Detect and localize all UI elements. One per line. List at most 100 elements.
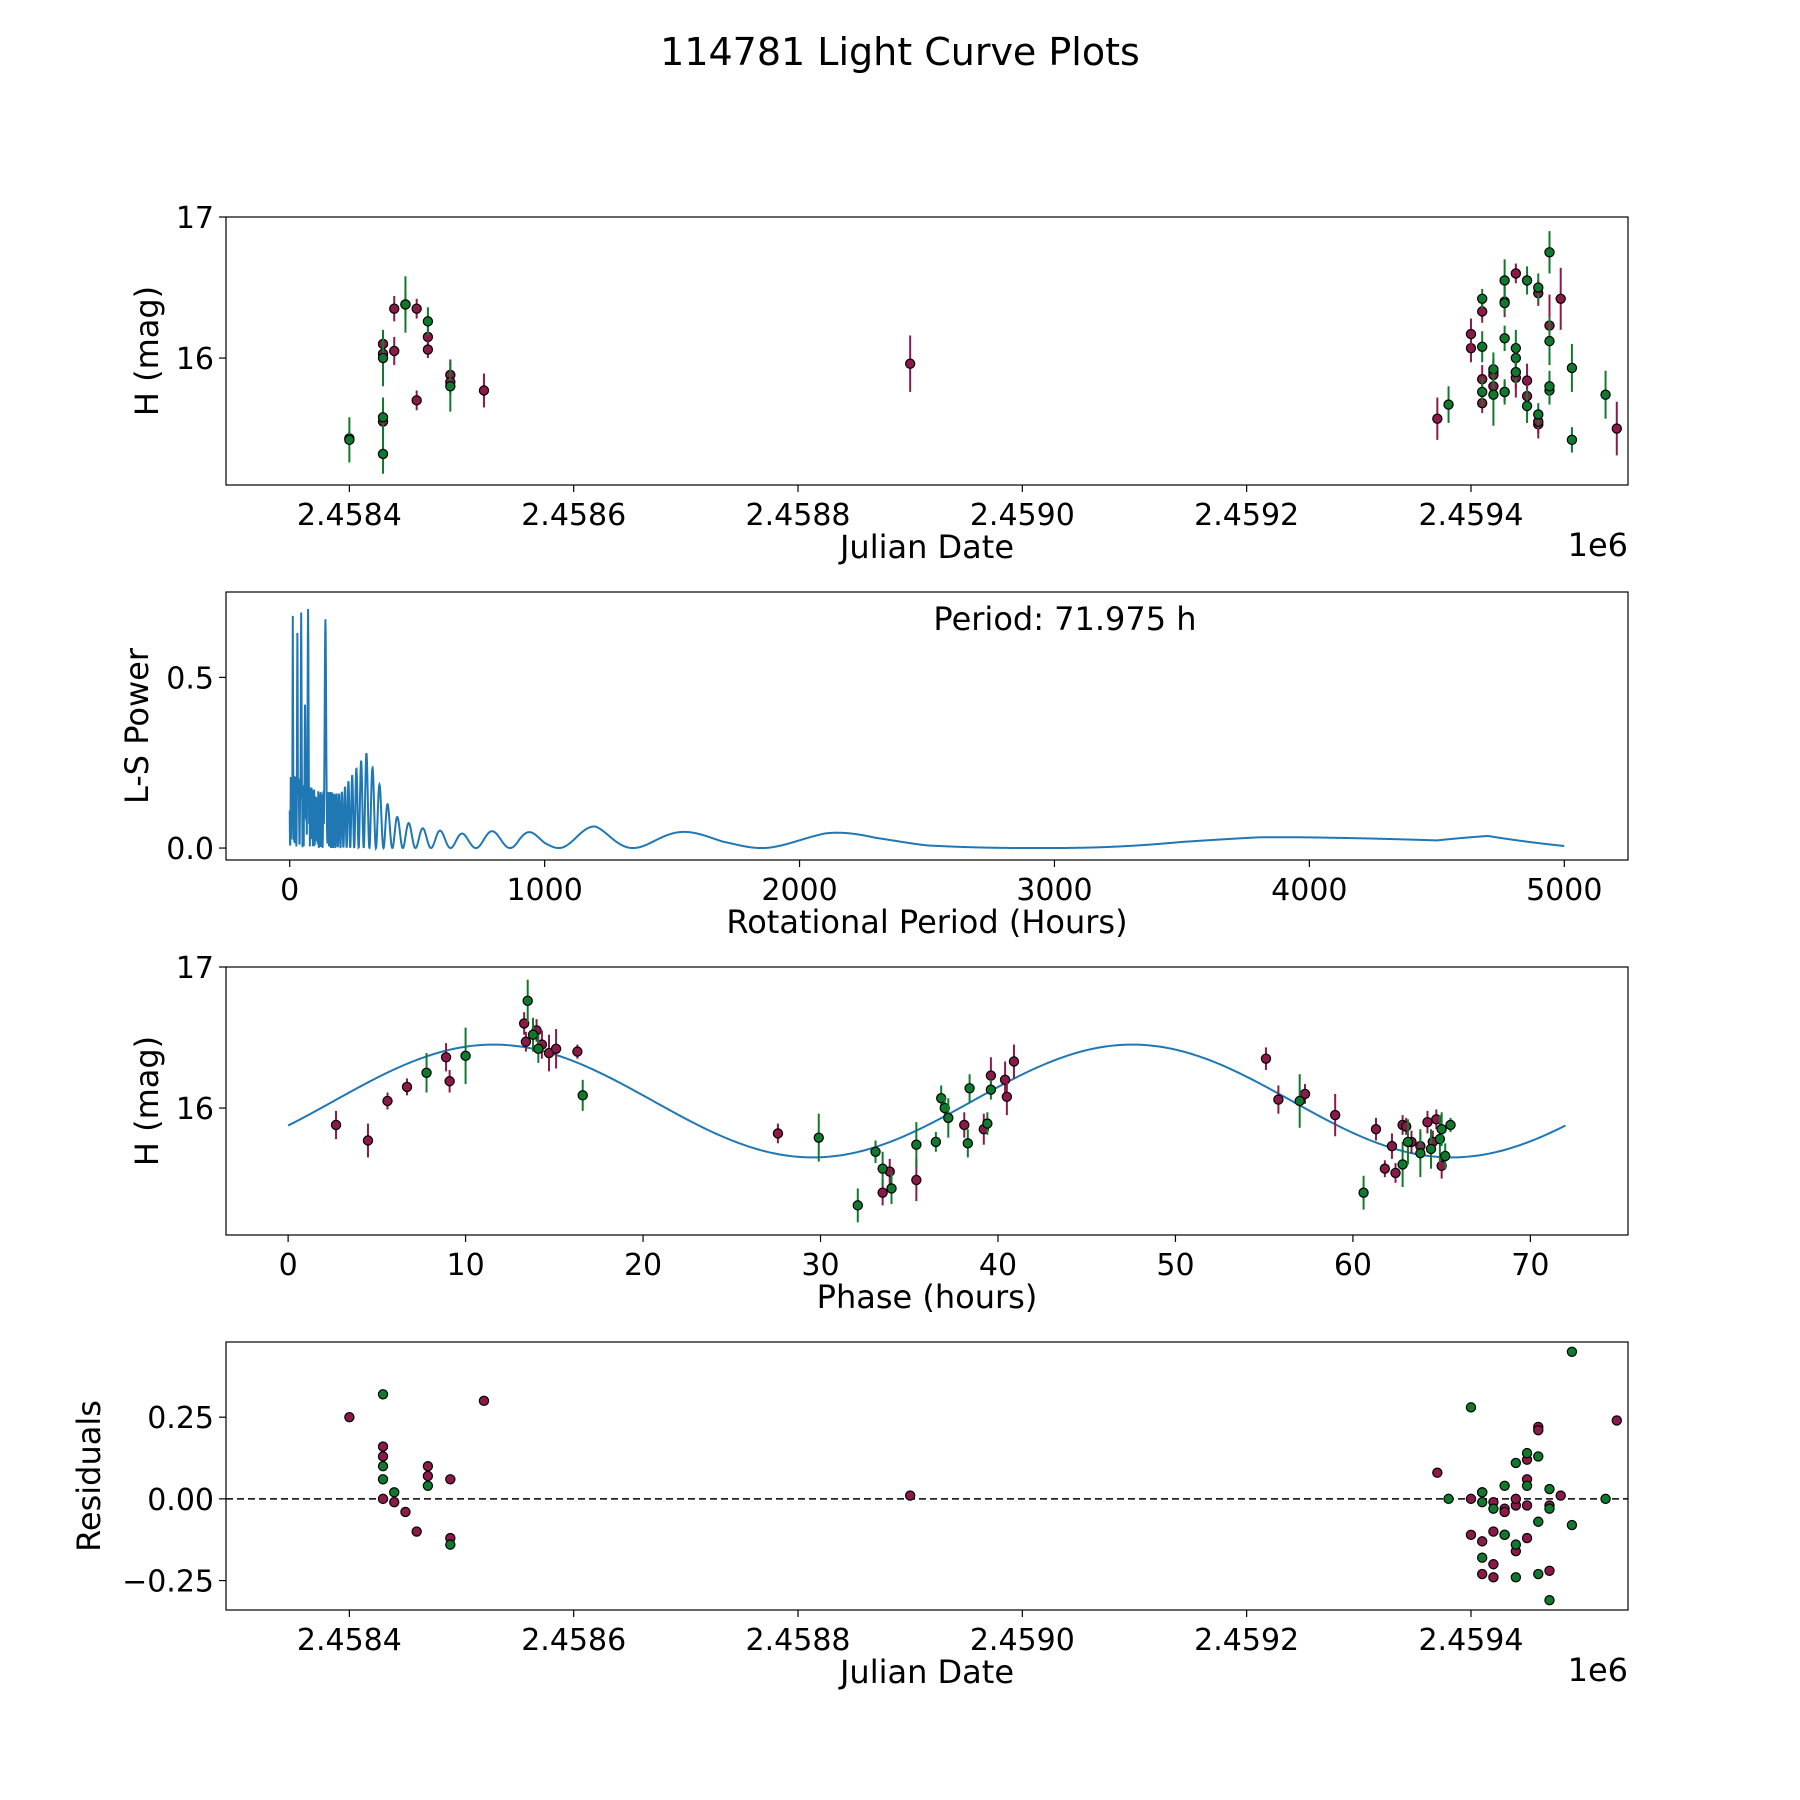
x-tick-label: 2.4584	[297, 498, 402, 533]
x-tick-label: 2.4590	[970, 1623, 1075, 1658]
data-point	[852, 1200, 863, 1211]
data-point	[377, 1441, 389, 1452]
residuals-ylabel: Residuals	[70, 1400, 108, 1552]
data-point	[478, 1395, 490, 1407]
periodogram-axes: 0 1000 2000 3000 4000 5000 0.0 0.5	[166, 661, 1602, 908]
data-point	[422, 344, 434, 355]
data-point	[1422, 1116, 1433, 1128]
data-point	[1434, 1133, 1446, 1145]
data-point	[911, 1139, 922, 1150]
phase-fold-points	[330, 979, 1456, 1223]
y-tick-label: 0.0	[166, 832, 214, 867]
data-point	[999, 1074, 1011, 1086]
x-tick-label: 2.4590	[970, 498, 1075, 533]
data-point	[520, 1036, 532, 1047]
data-point	[959, 1119, 970, 1131]
data-point	[389, 303, 400, 314]
periodogram-annotation: Period: 71.975 h	[933, 600, 1196, 638]
data-point	[377, 448, 389, 460]
data-point	[1443, 399, 1454, 410]
data-point	[870, 1146, 881, 1157]
data-point	[962, 1138, 974, 1149]
data-point	[1544, 247, 1555, 258]
data-point	[1425, 1143, 1437, 1155]
data-point	[1273, 1094, 1284, 1105]
data-point	[964, 1083, 975, 1094]
phase-fold-ylabel: H (mag)	[128, 1036, 166, 1166]
data-point	[1566, 1519, 1578, 1531]
data-point	[572, 1046, 583, 1057]
data-point	[478, 385, 490, 396]
data-point	[389, 1496, 400, 1508]
data-point	[1510, 1493, 1522, 1505]
data-point	[1260, 1053, 1272, 1064]
phase-fold-panel: 0 10 20 30 40 50 60 70 16 17 Phase (hours) H (mag…	[128, 951, 1629, 1316]
data-point	[1521, 400, 1533, 412]
data-point	[1533, 1516, 1544, 1527]
x-tick-label: 4000	[1271, 873, 1347, 908]
x-tick-label: 5000	[1526, 873, 1602, 908]
x-tick-label: 2.4588	[746, 1623, 851, 1658]
data-point	[1294, 1095, 1305, 1107]
data-point	[1432, 413, 1443, 424]
data-point	[411, 395, 422, 406]
data-point	[1533, 282, 1544, 293]
data-point	[377, 1389, 389, 1400]
data-point	[527, 1029, 539, 1040]
lc-time-frame	[225, 216, 1629, 486]
periodogram-line	[288, 609, 1565, 852]
data-point	[1390, 1167, 1401, 1179]
x-tick-label: 2.4594	[1418, 498, 1523, 533]
data-point	[1476, 293, 1488, 305]
data-point	[411, 1526, 422, 1537]
data-point	[440, 1052, 452, 1063]
lc-time-xlabel: Julian Date	[838, 528, 1014, 566]
data-point	[1488, 1526, 1499, 1537]
data-point	[445, 1474, 456, 1485]
data-point	[1400, 1121, 1412, 1132]
data-point	[1379, 1163, 1391, 1174]
data-point	[1476, 1552, 1488, 1563]
data-point	[1436, 1124, 1447, 1135]
residuals-axes: 2.4584 2.4586 2.4588 2.4590 2.4592 2.4594 −0.2…	[122, 1401, 1523, 1658]
data-point	[911, 1174, 922, 1186]
data-point	[1555, 293, 1566, 305]
data-point	[1555, 1490, 1566, 1501]
data-point	[1510, 1539, 1522, 1550]
data-point	[382, 1095, 393, 1107]
data-point	[1329, 1109, 1341, 1121]
data-point	[1476, 1568, 1488, 1580]
data-point	[1008, 1056, 1020, 1067]
data-point	[1544, 1594, 1555, 1606]
data-point	[943, 1112, 954, 1124]
data-point	[1521, 1447, 1533, 1459]
data-point	[1465, 1402, 1477, 1413]
data-point	[1544, 381, 1555, 392]
x-tick-label: 2.4584	[297, 1623, 402, 1658]
data-point	[1611, 423, 1622, 434]
x-tick-label: 2.4586	[521, 1623, 626, 1658]
data-point	[1499, 333, 1510, 344]
periodogram-ylabel: L-S Power	[118, 647, 156, 804]
data-point	[1521, 1480, 1533, 1492]
data-point	[1533, 1451, 1544, 1462]
data-point	[1465, 1529, 1477, 1541]
data-point	[1445, 1119, 1456, 1131]
data-point	[577, 1090, 588, 1101]
lc-time-points	[344, 231, 1622, 474]
data-point	[1544, 1565, 1555, 1576]
data-point	[400, 1506, 411, 1518]
data-point	[377, 1474, 389, 1485]
x-tick-label: 2.4588	[746, 498, 851, 533]
data-point	[330, 1119, 342, 1131]
data-point	[1544, 1503, 1555, 1514]
lc-time-axes: 2.4584 2.4586 2.4588 2.4590 2.4592 2.4594 16 17	[176, 201, 1524, 533]
figure-title: 114781 Light Curve Plots	[660, 30, 1140, 74]
data-point	[1402, 1136, 1414, 1148]
data-point	[1510, 1572, 1522, 1583]
y-tick-label: 0.5	[166, 661, 214, 696]
data-point	[377, 1460, 389, 1472]
data-point	[1521, 275, 1533, 286]
data-point	[1488, 1572, 1499, 1583]
x-tick-label: 40	[979, 1248, 1017, 1283]
